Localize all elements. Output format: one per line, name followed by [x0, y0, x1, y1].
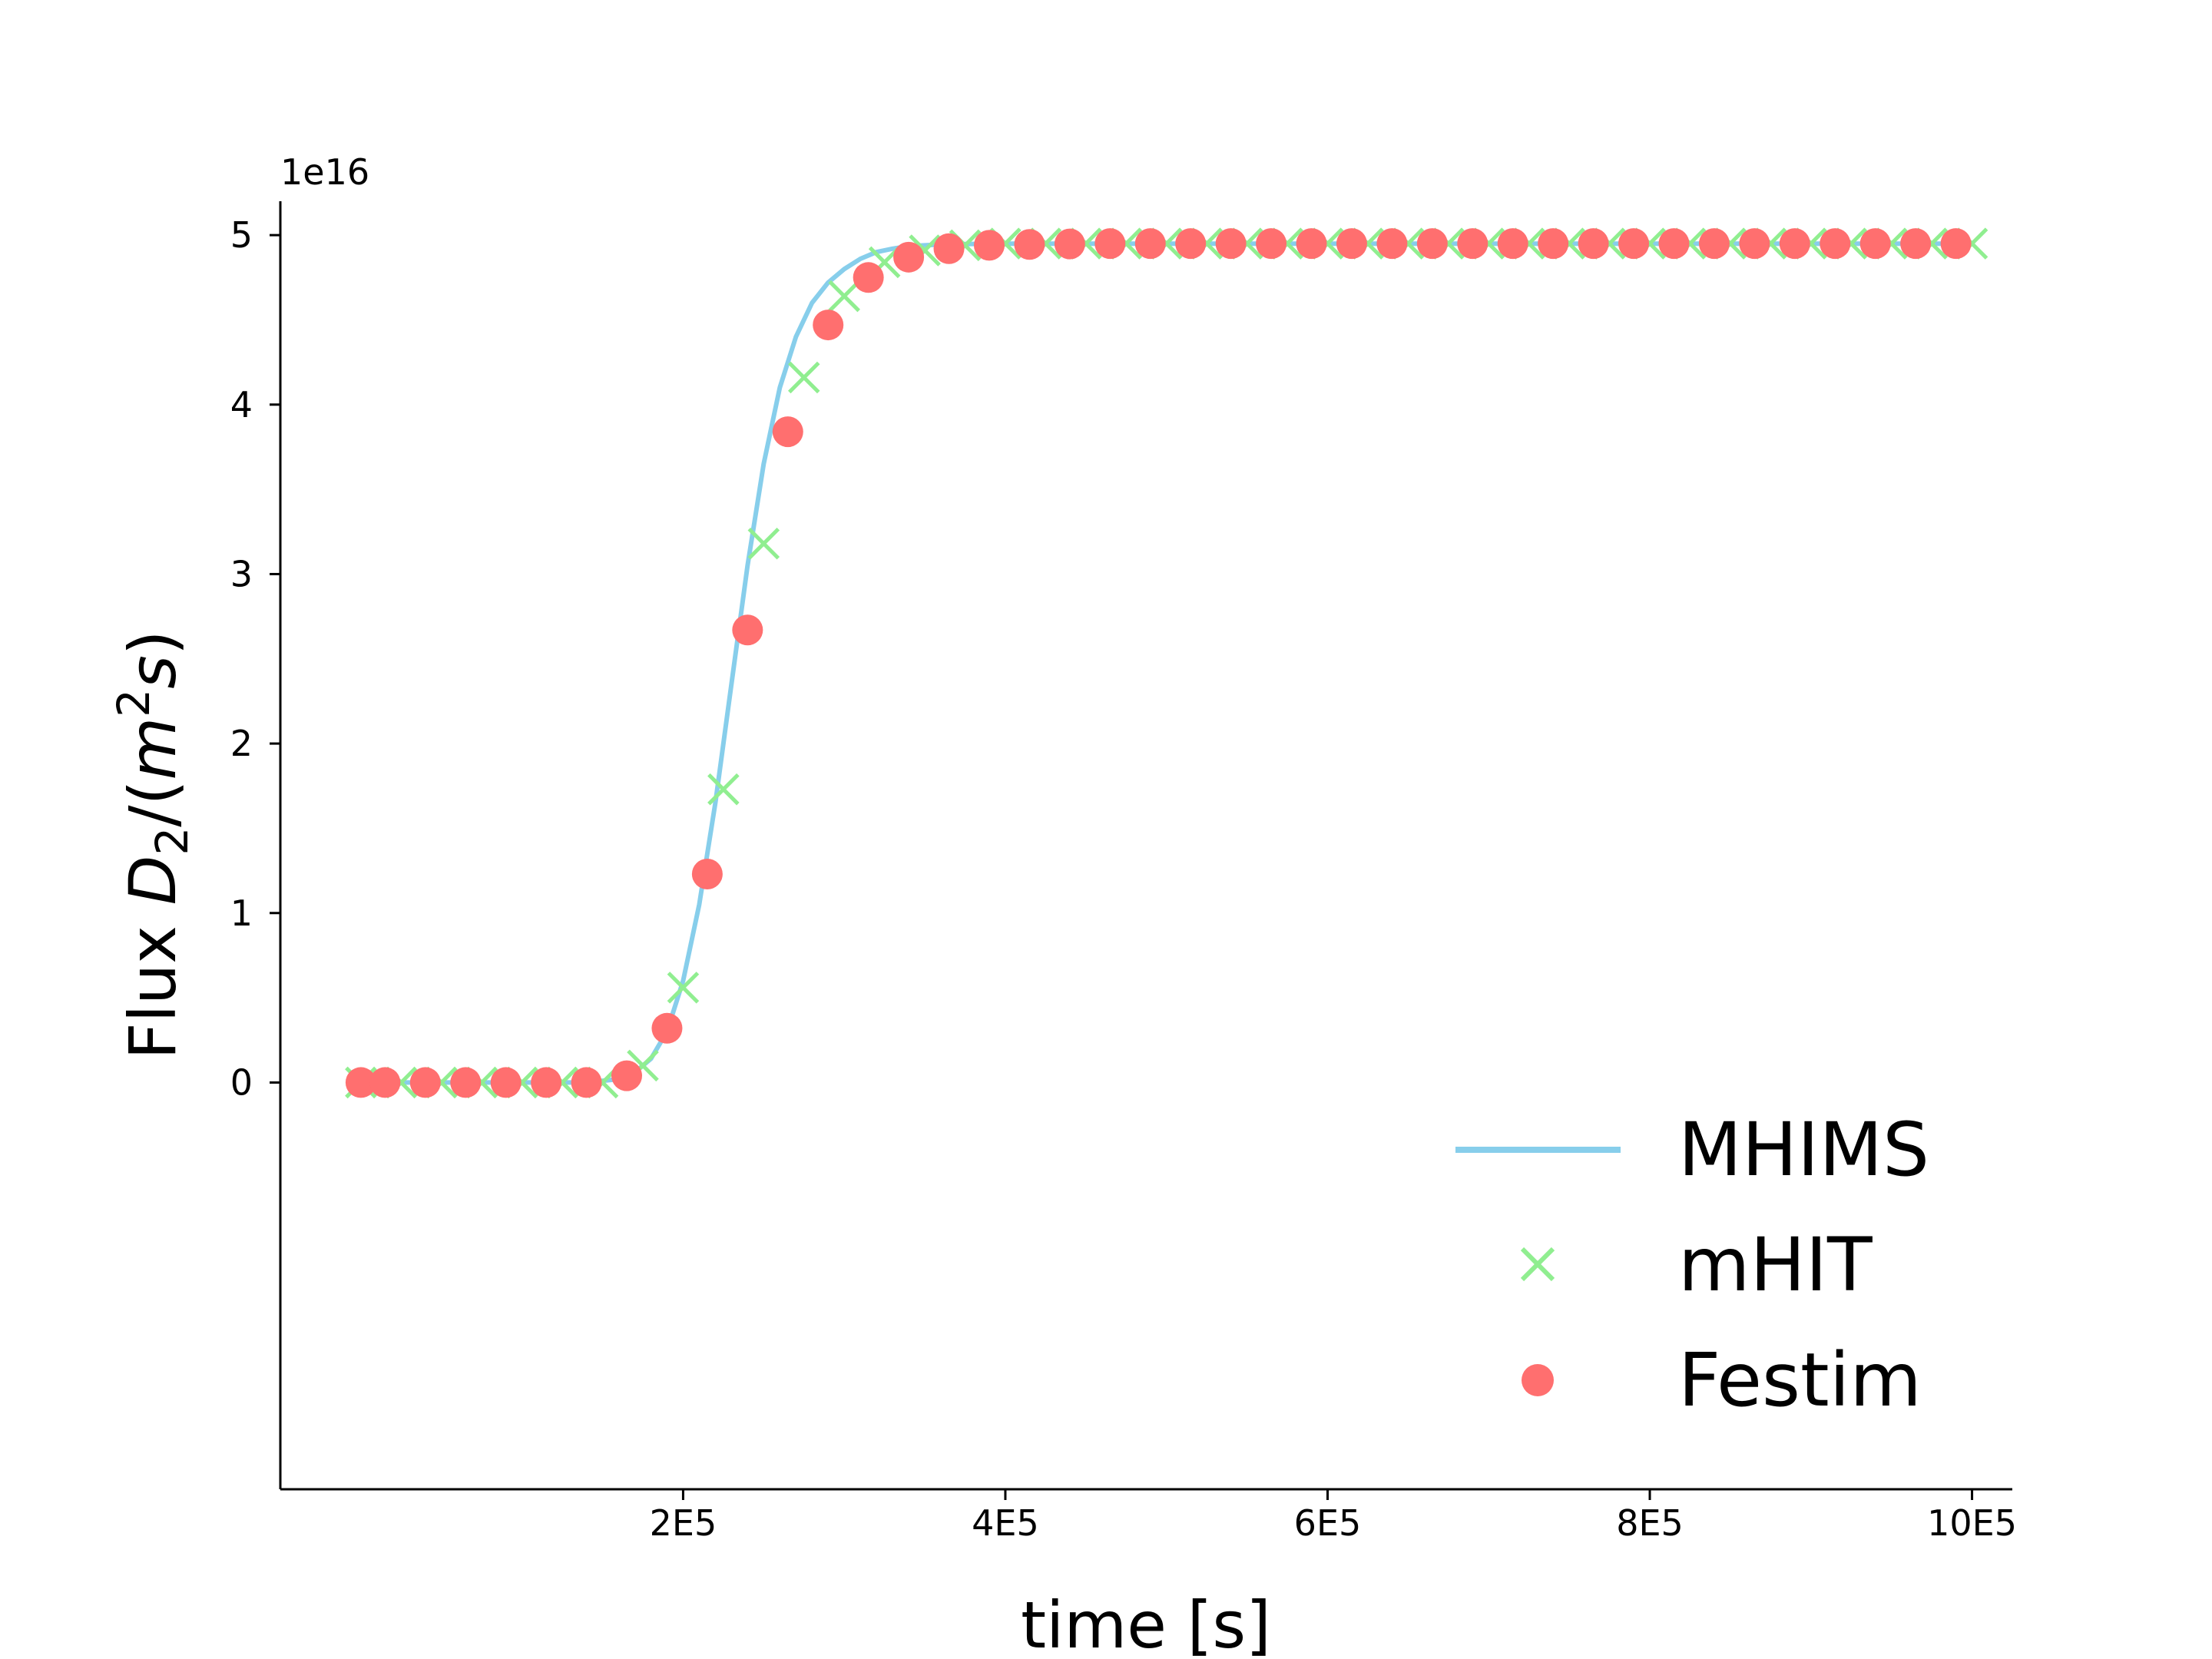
data-point-festim — [1739, 228, 1770, 260]
y-ticks: 0 1 2 3 4 5 — [230, 214, 280, 1103]
legend-entry-mhit: mHIT — [1520, 1222, 1873, 1308]
x-tick-label: 8E5 — [1616, 1502, 1684, 1544]
data-point-mhit — [828, 280, 860, 313]
plot-area — [345, 227, 1988, 1099]
data-point-mhit — [747, 527, 780, 560]
data-point-festim — [345, 1067, 376, 1098]
data-point-festim — [973, 230, 1005, 261]
axes — [279, 201, 2012, 1491]
data-point-festim — [691, 859, 723, 890]
data-point-festim — [1618, 228, 1650, 260]
data-point-festim — [1416, 228, 1448, 260]
data-point-festim — [1336, 228, 1367, 260]
data-point-festim — [1940, 228, 1972, 260]
data-point-festim — [1658, 228, 1690, 260]
x-axis-title: time [s] — [1021, 1588, 1271, 1659]
x-tick-label: 6E5 — [1294, 1502, 1362, 1544]
data-point-festim — [1094, 228, 1126, 260]
data-point-festim — [1457, 228, 1488, 260]
legend-entry-mhims: MHIMS — [1455, 1107, 1929, 1193]
data-point-festim — [1578, 228, 1609, 260]
data-point-festim — [1054, 228, 1085, 260]
data-point-festim — [1859, 228, 1891, 260]
data-point-mhit — [787, 361, 820, 394]
data-point-festim — [1215, 228, 1247, 260]
data-point-festim — [853, 262, 884, 293]
data-point-festim — [651, 1012, 683, 1044]
x-tick-label: 10E5 — [1927, 1502, 2017, 1544]
data-point-festim — [1134, 228, 1166, 260]
y-tick-label: 4 — [230, 384, 253, 426]
x-tick-label: 2E5 — [650, 1502, 717, 1544]
data-point-festim — [1779, 228, 1810, 260]
x-ticks: 2E5 4E5 6E5 8E5 10E5 — [650, 1489, 2017, 1544]
data-point-festim — [1296, 228, 1327, 260]
data-point-festim — [732, 614, 763, 646]
legend-swatch-festim — [1522, 1364, 1554, 1396]
data-point-festim — [1376, 228, 1408, 260]
legend-label-festim: Festim — [1678, 1337, 1922, 1423]
y-tick-label: 2 — [230, 723, 253, 764]
data-point-festim — [1900, 228, 1932, 260]
data-point-festim — [1698, 228, 1730, 260]
data-point-festim — [1538, 228, 1569, 260]
data-point-festim — [1497, 228, 1528, 260]
data-point-festim — [1256, 228, 1287, 260]
legend-entry-festim: Festim — [1522, 1337, 1922, 1423]
legend-label-mhit: mHIT — [1678, 1222, 1873, 1308]
data-point-festim — [490, 1067, 522, 1098]
data-point-festim — [1014, 229, 1045, 260]
data-point-festim — [893, 241, 925, 273]
data-point-festim — [1175, 228, 1207, 260]
data-point-festim — [369, 1067, 401, 1098]
data-point-festim — [813, 310, 844, 341]
data-point-festim — [933, 233, 965, 264]
data-point-festim — [409, 1067, 441, 1098]
legend-swatch-mhit — [1520, 1247, 1555, 1282]
y-tick-label: 1 — [230, 892, 253, 934]
x-tick-label: 4E5 — [972, 1502, 1039, 1544]
data-point-festim — [772, 416, 803, 448]
data-point-mhit — [667, 972, 700, 1004]
data-point-festim — [450, 1067, 482, 1098]
data-point-festim — [571, 1067, 602, 1098]
y-axis-title: Flux D2/(m2s) — [108, 630, 198, 1059]
y-offset-label: 1e16 — [280, 151, 369, 193]
y-tick-label: 0 — [230, 1061, 253, 1103]
y-tick-label: 5 — [230, 214, 253, 256]
legend: MHIMS mHIT Festim — [1455, 1107, 1929, 1423]
y-tick-label: 3 — [230, 553, 253, 594]
data-point-mhit — [707, 773, 740, 806]
data-point-festim — [531, 1067, 562, 1098]
data-point-festim — [611, 1060, 642, 1091]
data-point-festim — [1820, 228, 1851, 260]
legend-label-mhims: MHIMS — [1678, 1107, 1929, 1193]
